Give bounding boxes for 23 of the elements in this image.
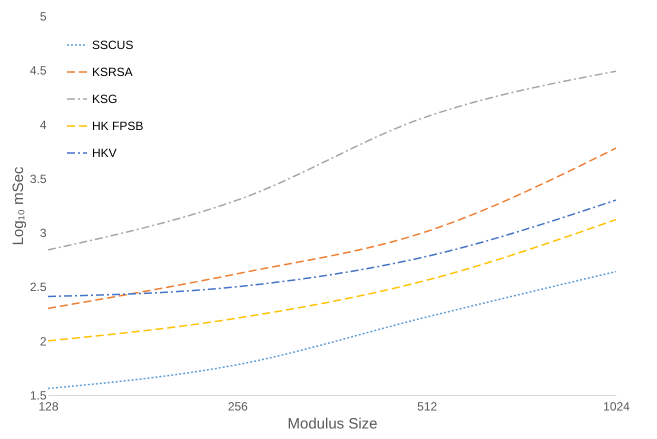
y-tick-label: 1.5 <box>30 388 47 402</box>
x-tick-label: 128 <box>38 400 59 414</box>
legend-label: KSRSA <box>92 65 133 79</box>
x-tick-label: 512 <box>417 400 438 414</box>
y-tick-label: 4.5 <box>30 64 47 78</box>
legend-label: KSG <box>92 92 118 106</box>
y-tick-label: 5 <box>40 10 47 24</box>
y-tick-label: 2.5 <box>30 280 47 294</box>
x-tick-label: 1024 <box>603 400 630 414</box>
y-axis-title: Log₁₀ mSec <box>10 166 27 246</box>
legend-label: SSCUS <box>92 38 134 52</box>
y-tick-label: 3.5 <box>30 172 47 186</box>
line-series <box>47 199 617 298</box>
y-tick-label: 2 <box>40 334 47 348</box>
x-axis-title: Modulus Size <box>287 416 378 432</box>
line-series <box>47 147 617 310</box>
y-tick-label: 3 <box>40 226 47 240</box>
line-series <box>47 270 617 390</box>
legend-label: HK FPSB <box>92 119 144 133</box>
line-series <box>47 218 617 342</box>
y-tick-label: 4 <box>40 118 47 132</box>
legend-label: HKV <box>92 146 117 160</box>
x-tick-label: 256 <box>228 400 248 414</box>
